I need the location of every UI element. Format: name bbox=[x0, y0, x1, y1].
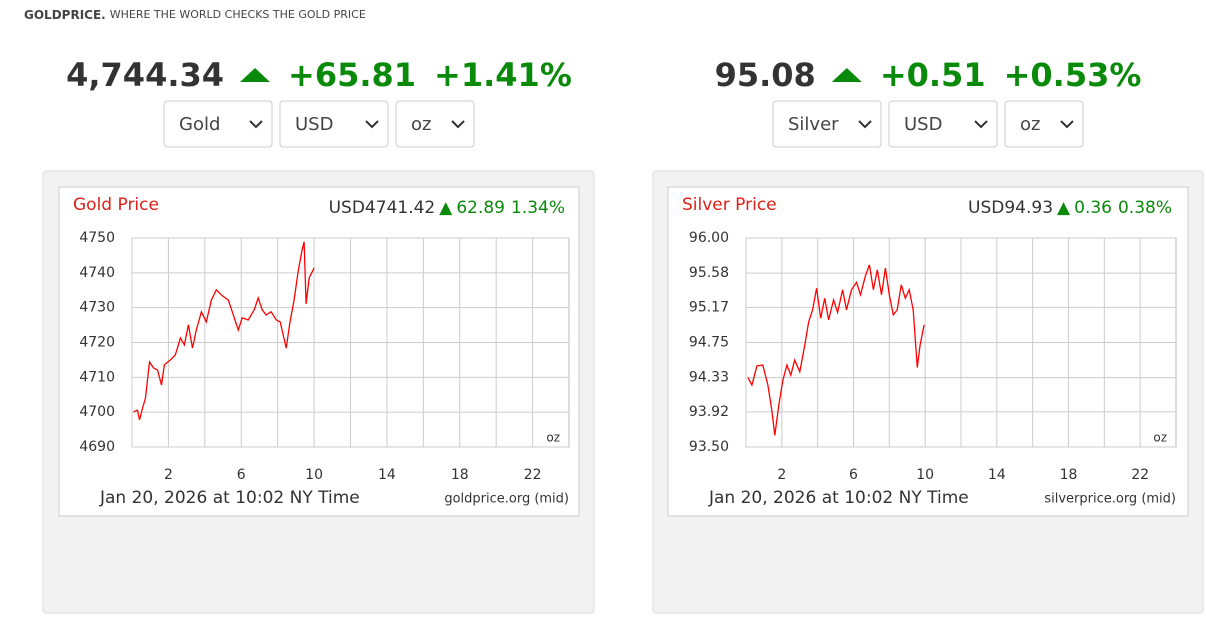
x-tick-label: 22 bbox=[524, 467, 542, 483]
chart-quote: USD94.93 ▲ 0.36 0.38% bbox=[968, 198, 1172, 218]
price-line bbox=[747, 264, 925, 436]
price-line bbox=[133, 241, 315, 420]
y-tick-label: 4690 bbox=[79, 439, 115, 455]
quote-price: USD4741.42 bbox=[329, 198, 436, 218]
unit-label: oz bbox=[1153, 431, 1167, 445]
price: 95.08 bbox=[715, 56, 816, 94]
chart-title: Gold Price bbox=[73, 195, 159, 215]
dropdown-label[interactable]: oz bbox=[1020, 114, 1040, 135]
dropdown-box[interactable] bbox=[888, 100, 998, 148]
dropdown-chevron[interactable] bbox=[858, 120, 872, 129]
chart-quote: USD4741.42 ▲ 62.89 1.34% bbox=[329, 198, 565, 218]
price-change: +65.81 bbox=[288, 56, 416, 94]
dropdown-chevron[interactable] bbox=[974, 120, 988, 129]
dropdown[interactable]: USD bbox=[888, 100, 998, 148]
dropdown-label[interactable]: oz bbox=[411, 114, 431, 135]
y-tick-label: 4700 bbox=[79, 404, 115, 420]
x-tick-label: 18 bbox=[451, 467, 469, 483]
y-tick-label: 94.75 bbox=[689, 335, 729, 351]
chart-source: goldprice.org (mid) bbox=[444, 492, 569, 507]
dropdown-label[interactable]: USD bbox=[295, 114, 333, 135]
dropdown-chevron[interactable] bbox=[451, 120, 465, 129]
y-tick-label: 96.00 bbox=[689, 230, 729, 246]
x-tick-label: 6 bbox=[237, 467, 246, 483]
dropdown[interactable]: Silver bbox=[772, 100, 882, 148]
unit-label: oz bbox=[546, 431, 560, 445]
quote-change-pct: 1.34% bbox=[511, 198, 565, 218]
up-arrow bbox=[240, 68, 271, 82]
price-row: 95.08 +0.51 +0.53% bbox=[715, 56, 1142, 94]
dropdown-box[interactable] bbox=[772, 100, 882, 148]
chart-footer: Jan 20, 2026 at 10:02 NY Time bbox=[99, 488, 360, 508]
chart-source: silverprice.org (mid) bbox=[1044, 492, 1176, 507]
y-tick-label: 4740 bbox=[79, 265, 115, 281]
y-tick-label: 4720 bbox=[79, 335, 115, 351]
y-tick-label: 95.58 bbox=[689, 265, 729, 281]
dropdown-chevron[interactable] bbox=[1060, 120, 1074, 129]
price-row: 4,744.34 +65.81 +1.41% bbox=[66, 56, 572, 94]
quote-arrow: ▲ bbox=[1057, 198, 1071, 218]
quote-change-pct: 0.38% bbox=[1118, 198, 1172, 218]
site-header: GOLDPRICE. WHERE THE WORLD CHECKS THE GOL… bbox=[24, 8, 366, 22]
price-change-pct: +0.53% bbox=[1004, 56, 1142, 94]
dropdown-label[interactable]: USD bbox=[904, 114, 942, 135]
dropdown-box[interactable] bbox=[279, 100, 389, 148]
y-tick-label: 4710 bbox=[79, 369, 115, 385]
brand: GOLDPRICE. bbox=[24, 8, 106, 22]
y-tick-label: 93.50 bbox=[689, 439, 729, 455]
x-tick-label: 18 bbox=[1060, 467, 1078, 483]
y-tick-label: 4730 bbox=[79, 300, 115, 316]
dropdown-chevron[interactable] bbox=[365, 120, 379, 129]
x-tick-label: 10 bbox=[305, 467, 323, 483]
chart-footer: Jan 20, 2026 at 10:02 NY Time bbox=[708, 488, 969, 508]
x-tick-label: 2 bbox=[164, 467, 173, 483]
y-tick-label: 4750 bbox=[79, 230, 115, 246]
y-tick-label: 95.17 bbox=[689, 299, 729, 315]
y-tick-label: 93.92 bbox=[689, 404, 729, 420]
quote-arrow: ▲ bbox=[439, 198, 453, 218]
quote-change: 0.36 bbox=[1074, 198, 1112, 218]
price-change-pct: +1.41% bbox=[434, 56, 572, 94]
x-tick-label: 22 bbox=[1131, 467, 1149, 483]
dropdown[interactable]: Gold bbox=[163, 100, 273, 148]
dropdown-label[interactable]: Gold bbox=[179, 114, 220, 135]
quote-change: 62.89 bbox=[456, 198, 505, 218]
x-tick-label: 2 bbox=[777, 467, 786, 483]
dropdown-box[interactable] bbox=[163, 100, 273, 148]
dropdown-label[interactable]: Silver bbox=[788, 114, 839, 135]
x-tick-label: 14 bbox=[378, 467, 396, 483]
price-change: +0.51 bbox=[880, 56, 986, 94]
dropdown-box[interactable] bbox=[395, 100, 475, 148]
y-tick-label: 94.33 bbox=[689, 370, 729, 386]
dropdown-box[interactable] bbox=[1004, 100, 1084, 148]
price: 4,744.34 bbox=[66, 56, 224, 94]
up-arrow bbox=[831, 68, 862, 82]
tagline: WHERE THE WORLD CHECKS THE GOLD PRICE bbox=[110, 8, 366, 21]
dropdown[interactable]: oz bbox=[395, 100, 475, 148]
dropdown[interactable]: oz bbox=[1004, 100, 1084, 148]
dropdown-chevron[interactable] bbox=[249, 120, 263, 129]
x-tick-label: 6 bbox=[849, 467, 858, 483]
chart-title: Silver Price bbox=[682, 195, 777, 215]
x-tick-label: 10 bbox=[916, 467, 934, 483]
quote-price: USD94.93 bbox=[968, 198, 1053, 218]
x-tick-label: 14 bbox=[988, 467, 1006, 483]
dropdown[interactable]: USD bbox=[279, 100, 389, 148]
